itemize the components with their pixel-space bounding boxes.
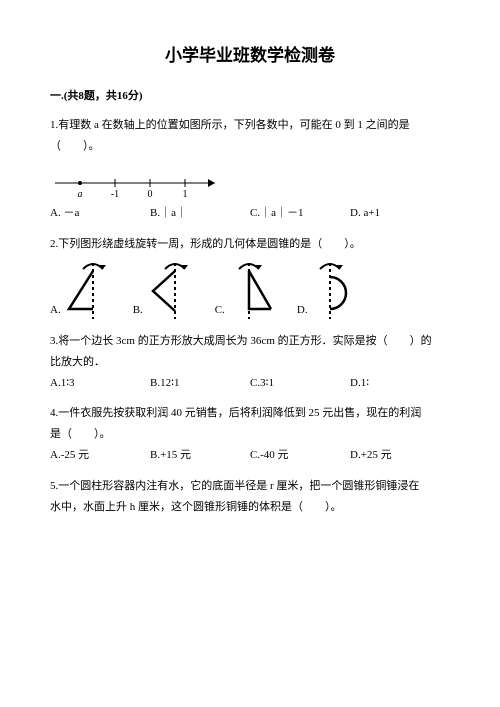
q2-labD: D. [297, 300, 308, 321]
q1-optA: A. －a [50, 203, 150, 224]
page-title: 小学毕业班数学检测卷 [50, 40, 450, 72]
svg-text:0: 0 [148, 189, 153, 200]
svg-text:1: 1 [183, 189, 188, 200]
question-2: 2.下列图形绕虚线旋转一周，形成的几何体是圆锥的是（ ）。 A. B. C. [50, 234, 450, 321]
question-3: 3.将一个边长 3cm 的正方形放大成周长为 36cm 的正方形．实际是按（ ）… [50, 331, 450, 394]
q1-optC: C.｜a｜－1 [250, 203, 350, 224]
q2-figures: A. B. C. D. [50, 261, 450, 321]
q4-text1: 4.一件衣服先按获取利润 40 元销售，后将利润降低到 25 元出售，现在的利润 [50, 403, 450, 424]
question-4: 4.一件衣服先按获取利润 40 元销售，后将利润降低到 25 元出售，现在的利润… [50, 403, 450, 466]
q2-labC: C. [215, 300, 225, 321]
q1-options: A. －a B.｜a｜ C.｜a｜－1 D. a+1 [50, 203, 450, 224]
q4-options: A.-25 元 B.+15 元 C.-40 元 D.+25 元 [50, 445, 450, 466]
q4-optD: D.+25 元 [350, 445, 450, 466]
q3-optD: D.1∶ [350, 373, 450, 394]
number-line: a -1 0 1 [50, 163, 230, 203]
q1-text: 1.有理数 a 在数轴上的位置如图所示，下列各数中，可能在 0 到 1 之间的是… [50, 115, 450, 157]
shape-a [63, 261, 113, 321]
q4-optB: B.+15 元 [150, 445, 250, 466]
svg-text:a: a [78, 189, 83, 200]
q3-optB: B.12∶1 [150, 373, 250, 394]
q4-optA: A.-25 元 [50, 445, 150, 466]
q1-optD: D. a+1 [350, 203, 450, 224]
q4-optC: C.-40 元 [250, 445, 350, 466]
q1-optB: B.｜a｜ [150, 203, 250, 224]
q2-labA: A. [50, 300, 61, 321]
q3-text1: 3.将一个边长 3cm 的正方形放大成周长为 36cm 的正方形．实际是按（ ）… [50, 331, 450, 352]
q4-text2: 是（ ）。 [50, 424, 450, 445]
shape-b [145, 261, 195, 321]
shape-d [310, 261, 360, 321]
q2-text: 2.下列图形绕虚线旋转一周，形成的几何体是圆锥的是（ ）。 [50, 234, 450, 255]
q3-options: A.1∶3 B.12∶1 C.3∶1 D.1∶ [50, 373, 450, 394]
q2-labB: B. [133, 300, 143, 321]
q3-optC: C.3∶1 [250, 373, 350, 394]
section-header: 一.(共8题，共16分) [50, 86, 450, 107]
q3-optA: A.1∶3 [50, 373, 150, 394]
question-1: 1.有理数 a 在数轴上的位置如图所示，下列各数中，可能在 0 到 1 之间的是… [50, 115, 450, 224]
q5-text1: 5.一个圆柱形容器内注有水，它的底面半径是 r 厘米，把一个圆锥形铜锤浸在 [50, 476, 450, 497]
svg-text:-1: -1 [111, 189, 119, 200]
q5-text2: 水中，水面上升 h 厘米，这个圆锥形铜锤的体积是（ ）。 [50, 497, 450, 518]
question-5: 5.一个圆柱形容器内注有水，它的底面半径是 r 厘米，把一个圆锥形铜锤浸在 水中… [50, 476, 450, 518]
shape-c [227, 261, 277, 321]
q3-text2: 比放大的． [50, 352, 450, 373]
